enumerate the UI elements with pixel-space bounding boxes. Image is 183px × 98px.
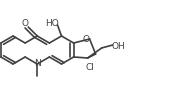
Text: O: O bbox=[82, 34, 89, 44]
Text: Cl: Cl bbox=[85, 64, 94, 73]
Text: N: N bbox=[34, 59, 41, 69]
Text: HO: HO bbox=[46, 19, 59, 28]
Text: OH: OH bbox=[112, 41, 126, 50]
Text: O: O bbox=[22, 20, 29, 29]
